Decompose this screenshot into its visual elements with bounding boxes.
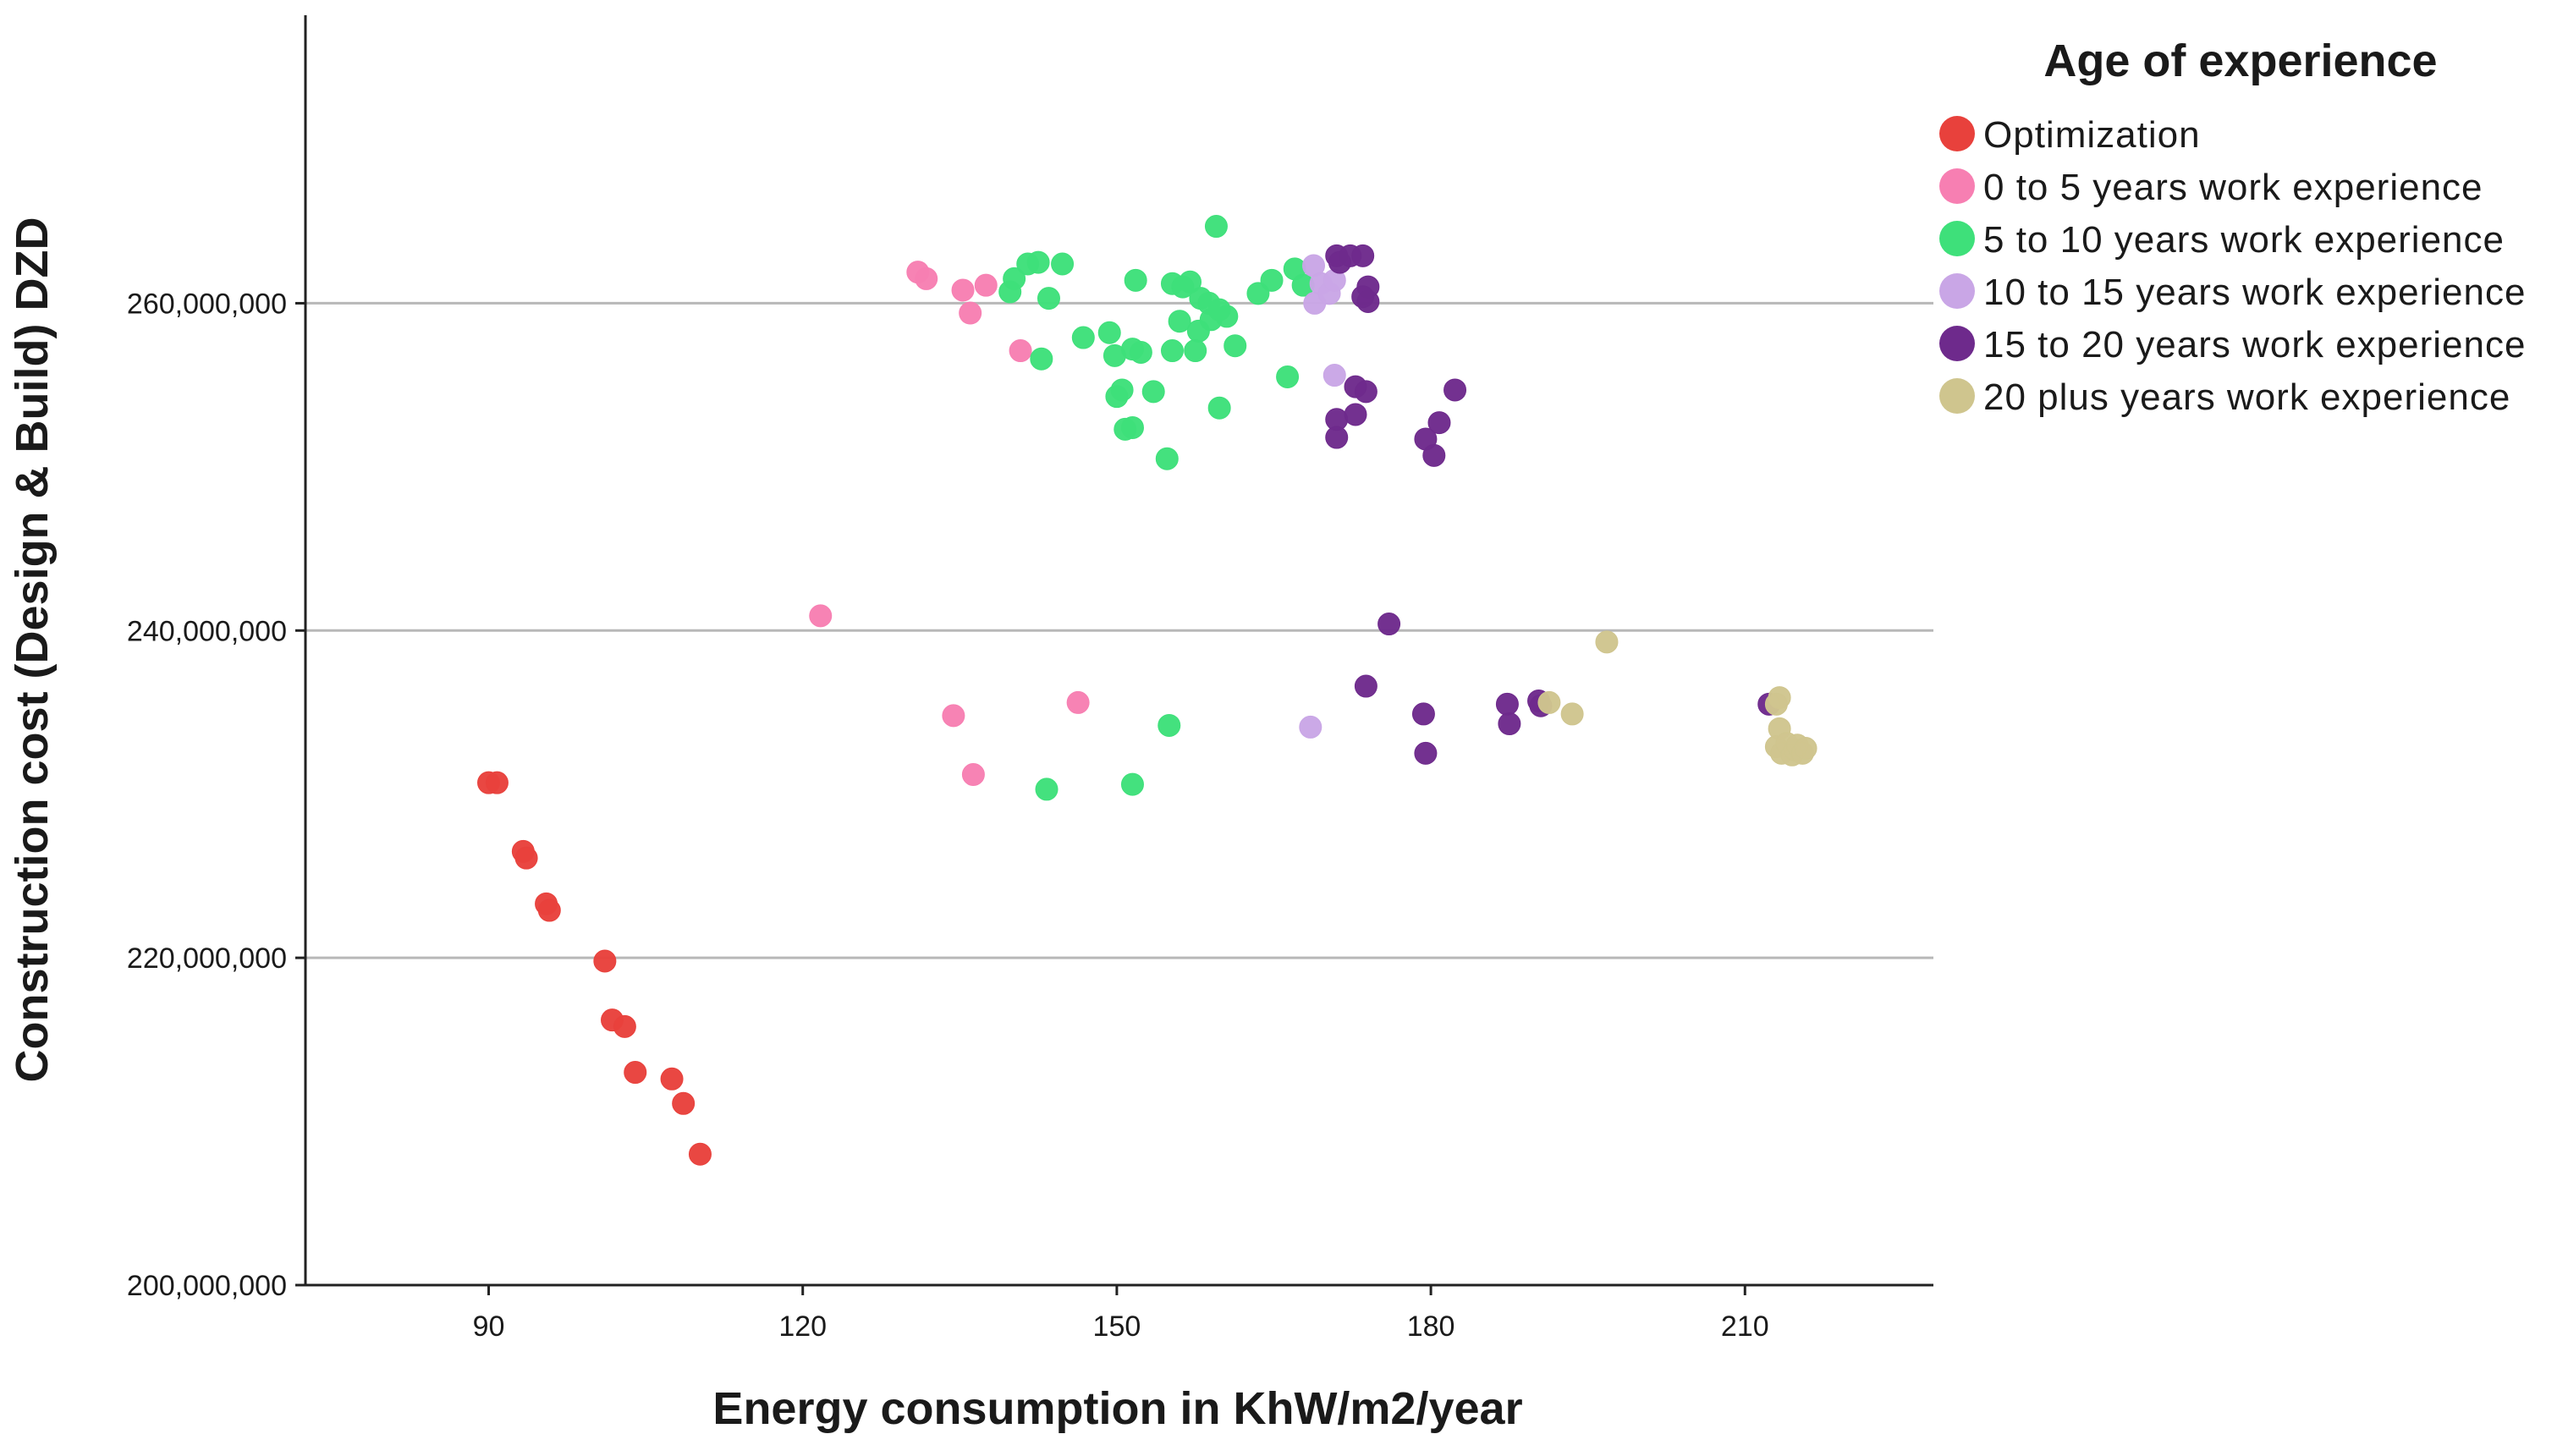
data-point (1422, 443, 1446, 467)
data-point (1071, 326, 1095, 349)
legend: Age of experience Optimization 0 to 5 yea… (1939, 36, 2526, 418)
data-point (1595, 630, 1619, 654)
data-point (1344, 403, 1367, 426)
data-point (1354, 674, 1377, 698)
data-point (1009, 339, 1032, 363)
data-point (1224, 334, 1247, 358)
data-point (1141, 380, 1165, 404)
data-point (1179, 270, 1202, 294)
y-axis-title: Construction cost (Design & Build) DZD (7, 217, 58, 1083)
data-point (1051, 252, 1075, 276)
x-axis-title: Energy consumption in KhW/m2/year (712, 1383, 1522, 1434)
data-point (915, 266, 938, 290)
data-point (624, 1061, 647, 1085)
data-point (1377, 613, 1401, 636)
data-point (1299, 715, 1322, 739)
data-point (1026, 250, 1050, 274)
data-point (1354, 380, 1377, 404)
legend-marker (1939, 326, 1975, 361)
legend-marker (1939, 221, 1975, 256)
data-points (477, 215, 1817, 1166)
data-point (613, 1014, 636, 1038)
data-point (1160, 339, 1184, 363)
x-tick-label: 90 (473, 1310, 505, 1343)
data-point (1427, 411, 1451, 435)
data-point (1158, 713, 1181, 737)
legend-label: Optimization (1983, 114, 2201, 156)
data-point (1495, 692, 1519, 716)
data-point (1414, 741, 1438, 765)
data-point (1322, 364, 1346, 387)
data-point (1794, 737, 1817, 761)
axes (295, 15, 1933, 1295)
y-tick-label: 200,000,000 (127, 1270, 287, 1302)
data-point (537, 898, 561, 922)
legend-label: 15 to 20 years work experience (1983, 324, 2526, 365)
tick-labels: 200,000,000 220,000,000 240,000,000 260,000… (127, 288, 1769, 1343)
legend-marker (1939, 168, 1975, 204)
legend-label: 10 to 15 years work experience (1983, 272, 2526, 313)
legend-marker (1939, 273, 1975, 309)
x-tick-label: 210 (1721, 1310, 1769, 1343)
legend-label: 5 to 10 years work experience (1983, 219, 2505, 261)
data-point (1129, 340, 1152, 364)
legend-items: Optimization 0 to 5 years work experience… (1939, 114, 2526, 418)
y-tick-label: 220,000,000 (127, 942, 287, 975)
legend-marker (1939, 378, 1975, 414)
data-point (1155, 447, 1179, 470)
data-point (514, 846, 538, 870)
data-point (1260, 268, 1284, 292)
legend-title: Age of experience (2043, 36, 2437, 86)
data-point (1037, 287, 1060, 310)
data-point (1120, 772, 1144, 796)
data-point (1110, 378, 1134, 402)
data-point (951, 278, 975, 302)
data-point (1443, 378, 1467, 402)
data-point (1184, 339, 1207, 363)
data-point (485, 771, 509, 794)
data-point (1411, 702, 1435, 726)
data-point (1035, 777, 1059, 801)
data-point (1030, 347, 1053, 371)
data-point (1276, 365, 1300, 388)
data-point (672, 1091, 696, 1115)
x-tick-label: 180 (1407, 1310, 1455, 1343)
data-point (1764, 692, 1788, 716)
legend-label: 0 to 5 years work experience (1983, 167, 2483, 208)
data-point (1066, 690, 1090, 714)
data-point (1215, 305, 1239, 328)
data-point (809, 604, 833, 628)
data-point (1097, 321, 1121, 344)
data-point (961, 763, 985, 787)
data-point (1351, 244, 1375, 267)
data-point (1168, 310, 1191, 333)
data-point (1325, 426, 1349, 449)
data-point (1207, 396, 1231, 420)
legend-marker (1939, 116, 1975, 151)
gridlines (305, 301, 1933, 959)
y-tick-label: 260,000,000 (127, 288, 287, 320)
y-tick-label: 240,000,000 (127, 615, 287, 647)
data-point (974, 273, 998, 297)
data-point (1560, 702, 1584, 726)
legend-label: 20 plus years work experience (1983, 376, 2510, 418)
data-point (1498, 712, 1521, 736)
x-tick-label: 120 (778, 1310, 827, 1343)
data-point (1204, 215, 1228, 239)
data-point (1003, 266, 1026, 290)
data-point (593, 949, 617, 973)
x-tick-label: 150 (1093, 1310, 1141, 1343)
data-point (942, 704, 965, 728)
data-point (1120, 415, 1144, 439)
data-point (688, 1142, 712, 1166)
data-point (1356, 289, 1380, 313)
data-point (660, 1067, 684, 1091)
data-point (1124, 268, 1147, 292)
data-point (1537, 690, 1561, 714)
data-point (959, 301, 982, 325)
